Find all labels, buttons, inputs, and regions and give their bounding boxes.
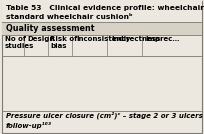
- Text: follow-up¹⁰³: follow-up¹⁰³: [6, 122, 52, 129]
- Text: Imprec…: Imprec…: [146, 36, 180, 42]
- Bar: [2, 22, 202, 35]
- Text: Inconsistency: Inconsistency: [76, 36, 131, 42]
- Text: standard wheelchair cushionᵇ: standard wheelchair cushionᵇ: [6, 14, 133, 20]
- Text: Table 53   Clinical evidence profile: wheelchair cushion with: Table 53 Clinical evidence profile: whee…: [6, 5, 204, 11]
- Text: No of
studies: No of studies: [5, 36, 34, 49]
- Text: Risk of
bias: Risk of bias: [50, 36, 77, 49]
- Text: Indirectness: Indirectness: [111, 36, 160, 42]
- Text: Pressure ulcer closure (cm²)ᶜ – stage 2 or 3 ulcers (classification sy: Pressure ulcer closure (cm²)ᶜ – stage 2 …: [6, 111, 204, 119]
- Text: Design: Design: [28, 36, 55, 42]
- Text: Quality assessment: Quality assessment: [6, 24, 95, 33]
- Bar: [2, 0, 202, 22]
